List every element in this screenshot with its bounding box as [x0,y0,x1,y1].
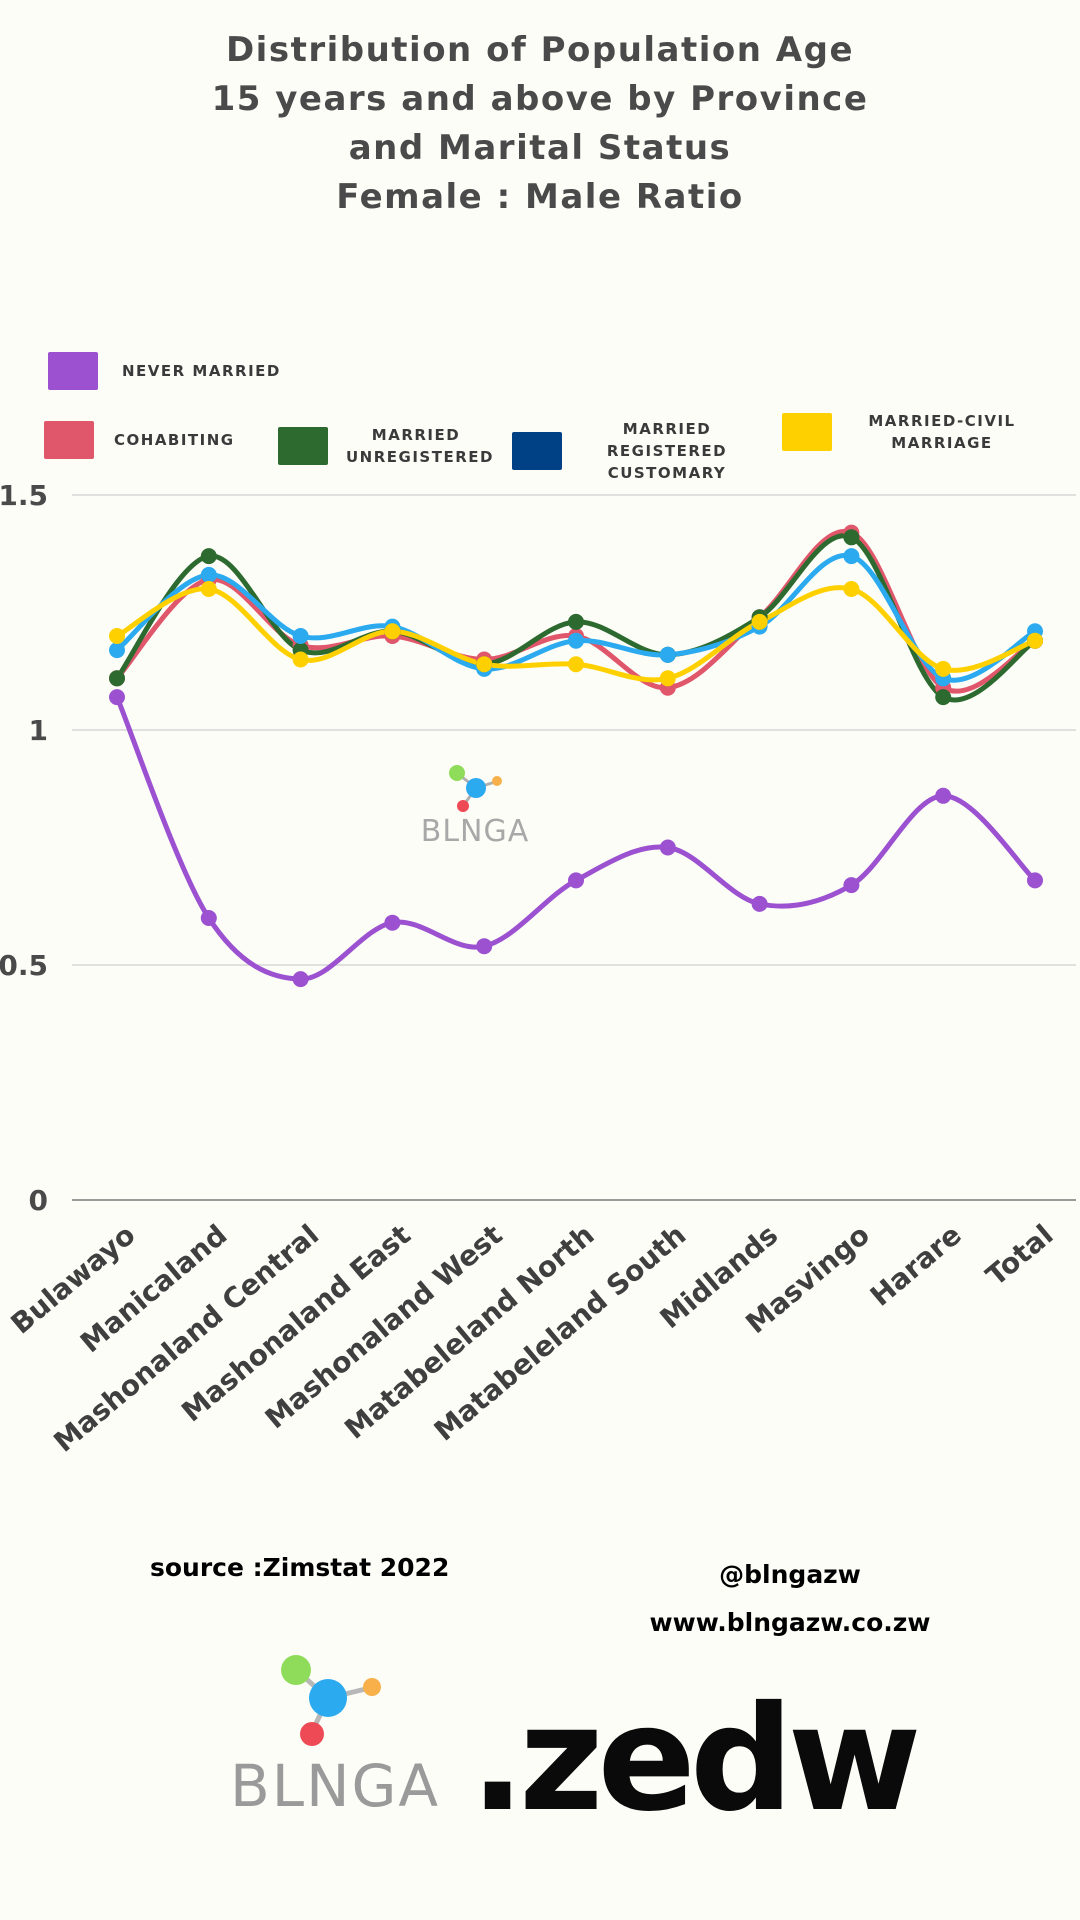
point-married-unregistered-matabeleland-north [568,613,584,630]
point-married-civil-marriage-matabeleland-south [659,670,676,687]
title-line-4: Female : Male Ratio [336,177,744,217]
point-never-married-bulawayo [109,689,125,706]
point-never-married-mashonaland-east [384,914,401,931]
point-married-registered-customary-masvingo [843,548,860,565]
title-line-1: Distribution of Population Age [225,30,855,70]
y-tick-label: 1 [29,714,48,747]
point-married-registered-customary-bulawayo [109,642,125,659]
series-points [109,524,1043,988]
source-text: source :Zimstat 2022 [150,1553,450,1582]
blnga-logo-icon [281,1655,381,1746]
point-never-married-mashonaland-central [292,971,309,988]
legend-swatch-married-unregistered [278,427,328,465]
x-tick-label-harare: Harare [864,1218,968,1313]
point-married-civil-marriage-manicaland [200,581,217,597]
point-married-registered-customary-manicaland [200,566,217,583]
point-married-registered-customary-matabeleland-south [659,646,676,663]
point-never-married-midlands [751,895,768,912]
y-tick-label: 0.5 [0,949,48,982]
series-lines [114,528,1038,982]
point-never-married-manicaland [200,910,217,926]
legend-swatch-never-married [48,352,98,390]
point-married-unregistered-harare [935,689,952,706]
point-married-civil-marriage-harare [935,660,952,677]
point-never-married-matabeleland-north [568,872,584,889]
point-never-married-matabeleland-south [659,839,676,856]
point-married-unregistered-masvingo [843,529,860,546]
legend-item-never-married: NEVER MARRIED [48,352,281,390]
point-married-civil-marriage-matabeleland-north [568,656,584,673]
point-married-unregistered-manicaland [200,548,217,565]
legend-label-never-married: NEVER MARRIED [122,362,281,380]
y-tick-label: 1.5 [0,479,48,512]
social-handle: @blngazw [719,1560,861,1589]
chart-title: Distribution of Population Age 15 years … [0,26,1080,222]
point-married-civil-marriage-mashonaland-east [384,623,401,640]
legend-label-married-unregistered: MARRIED UNREGISTERED [346,426,494,466]
legend-swatch-married-registered-customary [512,432,562,470]
point-married-civil-marriage-midlands [751,613,768,630]
point-never-married-total [1027,872,1043,889]
legend-item-cohabiting: COHABITING [44,421,235,459]
point-never-married-masvingo [843,877,860,894]
x-tick-label-total: Total [980,1218,1060,1292]
point-never-married-mashonaland-west [476,938,493,955]
legend-label-married-registered-customary: MARRIED REGISTERED CUSTOMARY [606,420,728,482]
point-married-civil-marriage-mashonaland-central [292,651,309,668]
title-line-3: and Marital Status [348,128,732,168]
point-married-unregistered-bulawayo [109,670,125,687]
point-married-civil-marriage-total [1027,632,1043,649]
point-married-registered-customary-mashonaland-central [292,628,309,644]
legend-item-married-unregistered: MARRIED UNREGISTERED [278,424,494,468]
legend-label-married-civil: MARRIED-CIVIL MARRIAGE [868,412,1016,452]
y-axis-ticks: 0 0.5 1 1.5 [0,479,48,1217]
website-link: www.blngazw.co.zw [649,1608,931,1637]
point-married-registered-customary-matabeleland-north [568,632,584,649]
y-tick-label: 0 [29,1184,48,1217]
legend-swatch-married-civil [782,413,832,451]
brand-name: BLNGA [230,1752,441,1820]
legend-item-married-civil: MARRIED-CIVIL MARRIAGE [782,410,1022,454]
gridlines [72,494,1076,1201]
point-married-civil-marriage-mashonaland-west [476,656,493,673]
legend-item-married-registered-customary: MARRIED REGISTERED CUSTOMARY [512,418,732,484]
point-married-civil-marriage-bulawayo [109,628,125,644]
line-chart: 0 0.5 1 1.5 BLNGA BulawayoManicalandMashona… [0,479,1076,1459]
legend-label-cohabiting: COHABITING [114,431,235,449]
legend-swatch-cohabiting [44,421,94,459]
series-line-never-married [114,694,1038,982]
watermark-brand-text: BLNGA [421,814,530,849]
watermark-logo: BLNGA [421,765,530,849]
point-married-civil-marriage-masvingo [843,581,860,597]
title-line-2: 15 years and above by Province [211,79,869,119]
point-never-married-harare [935,787,952,804]
brand-tagline: .zedw [470,1675,922,1844]
